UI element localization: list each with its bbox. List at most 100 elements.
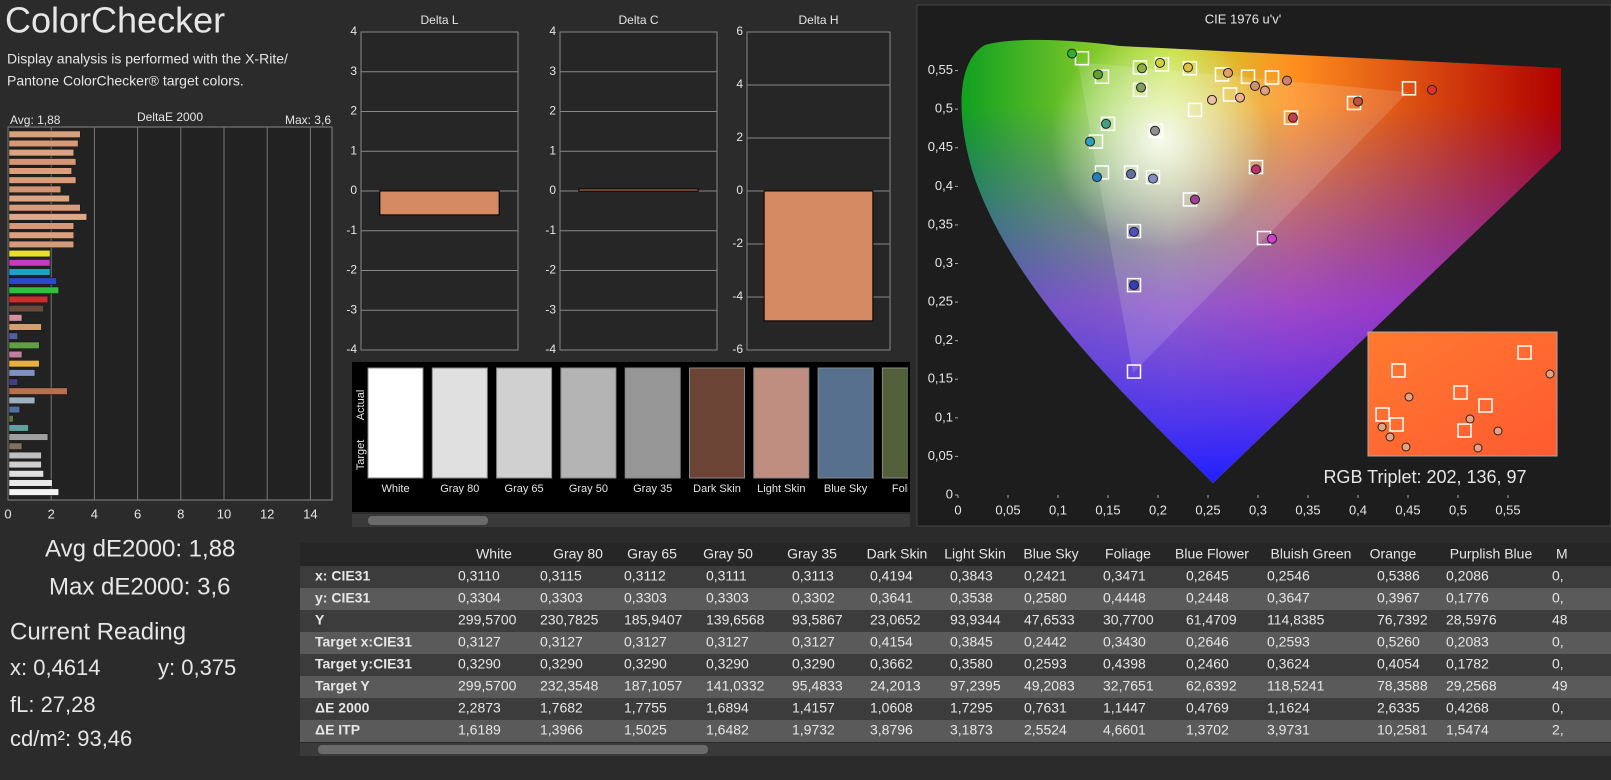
table-cell: 0,1776 <box>1446 590 1489 606</box>
chart-title: DeltaE 2000 <box>137 110 203 124</box>
y-tick-label: -6 <box>732 342 743 356</box>
actual-point <box>1288 112 1298 123</box>
y-tick-label: 0,15 <box>928 371 953 386</box>
row-label: Target y:CIE31 <box>315 656 412 672</box>
table-cell: 1,1447 <box>1103 700 1146 716</box>
bar <box>8 204 81 212</box>
table-cell: 0,3290 <box>458 656 501 672</box>
bar <box>8 295 49 304</box>
swatch-label: Foliage <box>892 483 928 495</box>
table-cell: 0,4448 <box>1103 590 1146 606</box>
bar <box>8 396 36 404</box>
table-cell: 1,3702 <box>1186 722 1229 738</box>
actual-point <box>1137 63 1147 74</box>
y-tick-label: 4 <box>736 77 743 91</box>
table-scroll-thumb[interactable] <box>318 745 708 754</box>
y-tick-label: -4 <box>732 289 743 303</box>
bar <box>8 259 51 267</box>
column-header: Purplish Blue <box>1450 546 1533 562</box>
table-cell: 0,2593 <box>1024 656 1067 672</box>
bar <box>8 451 42 459</box>
display-gamut <box>1078 62 1408 373</box>
actual-point <box>1067 48 1077 59</box>
y-tick-label: 0,45 <box>928 139 953 154</box>
inset-actuals <box>1377 369 1555 453</box>
actual-point <box>1085 136 1095 147</box>
target-point <box>1264 70 1280 85</box>
table-cell: 187,1057 <box>624 678 683 694</box>
table-cell: 0,2580 <box>1024 590 1067 606</box>
y-tick-label: 1 <box>549 143 556 157</box>
avg-de: Avg dE2000: 1,88 <box>45 535 235 562</box>
table-cell: 76,7392 <box>1377 612 1428 628</box>
table-cell: 49 <box>1552 678 1568 694</box>
table-cell: 2,2873 <box>458 700 501 716</box>
table-cell: 0,3580 <box>950 656 993 672</box>
y-tick-label: 6 <box>736 24 743 38</box>
column-header: Gray 35 <box>787 546 837 562</box>
table-cell: 185,9407 <box>624 612 683 628</box>
y-tick-label: -1 <box>346 223 357 237</box>
avg-label: Avg: 1,88 <box>10 113 61 127</box>
target-label: Target <box>355 440 367 471</box>
table-cell: 48 <box>1552 612 1568 628</box>
inset-targets <box>1375 345 1532 438</box>
white-glow <box>961 39 1561 483</box>
y-tick-label: -3 <box>346 302 357 316</box>
bar <box>8 332 18 340</box>
bar <box>8 341 40 349</box>
row-label: y: CIE31 <box>315 590 370 606</box>
description: Display analysis is performed with the X… <box>7 51 288 67</box>
x-tick-label: 0,05 <box>995 502 1020 517</box>
table-cell: 29,2568 <box>1446 678 1497 694</box>
table-cell: 1,9732 <box>792 722 835 738</box>
scrollbar[interactable] <box>352 514 910 527</box>
table-cell: 24,2013 <box>870 678 921 694</box>
table-cell: 1,5474 <box>1446 722 1489 738</box>
table-cell: 0,3115 <box>540 568 582 584</box>
table-cell: 3,8796 <box>870 722 913 738</box>
gamut <box>961 39 1561 483</box>
table-cell: 0,3127 <box>458 634 501 650</box>
row-label: Y <box>315 612 325 628</box>
table-cell: 93,9344 <box>950 612 1001 628</box>
y-tick-label: 0,1 <box>935 409 953 424</box>
table-cell: 0,3127 <box>624 634 667 650</box>
actual-point <box>1267 233 1277 244</box>
table-row-bg <box>300 676 1611 698</box>
table-cell: 0, <box>1552 634 1564 650</box>
x-tick-label: 6 <box>134 506 141 521</box>
actual-point <box>1183 62 1193 73</box>
data-table: White Gray 80 Gray 65 Gray 50 Gray 35 Dark Sk… <box>300 543 1611 742</box>
swatch <box>689 367 745 479</box>
bar <box>379 190 500 216</box>
actual-point <box>1353 96 1363 107</box>
column-header: Blue Flower <box>1175 546 1249 562</box>
y-tick-label: 2 <box>736 130 743 144</box>
table-cell: 1,6894 <box>706 700 749 716</box>
x-tick-label: 14 <box>303 506 317 521</box>
table-row-bg <box>300 654 1611 676</box>
bar <box>8 470 44 478</box>
y-tick-label: -4 <box>346 342 357 356</box>
row-label: Target x:CIE31 <box>315 634 412 650</box>
table-cell: 0,3843 <box>950 568 993 584</box>
swatch-label: Dark Skin <box>693 483 741 495</box>
table-cell: 49,2083 <box>1024 678 1075 694</box>
table-cell: 141,0332 <box>706 678 765 694</box>
table-cell: 139,6568 <box>706 612 765 628</box>
actual-point <box>1251 164 1261 175</box>
swatch-label: Gray 35 <box>633 483 672 495</box>
actual-point <box>1250 81 1260 92</box>
x-tick-label: 0,15 <box>1095 502 1120 517</box>
table-cell: 0,2645 <box>1186 568 1229 584</box>
scroll-thumb[interactable] <box>368 516 488 525</box>
max-de: Max dE2000: 3,6 <box>49 573 230 600</box>
table-cell: 78,3588 <box>1377 678 1428 694</box>
y-tick-label: 0,2 <box>935 332 953 347</box>
table-cell: 1,0608 <box>870 700 913 716</box>
target-point <box>1401 81 1417 96</box>
table-cell: 232,3548 <box>540 678 599 694</box>
max-label: Max: 3,6 <box>285 113 331 127</box>
table-cell: 0,4268 <box>1446 700 1489 716</box>
